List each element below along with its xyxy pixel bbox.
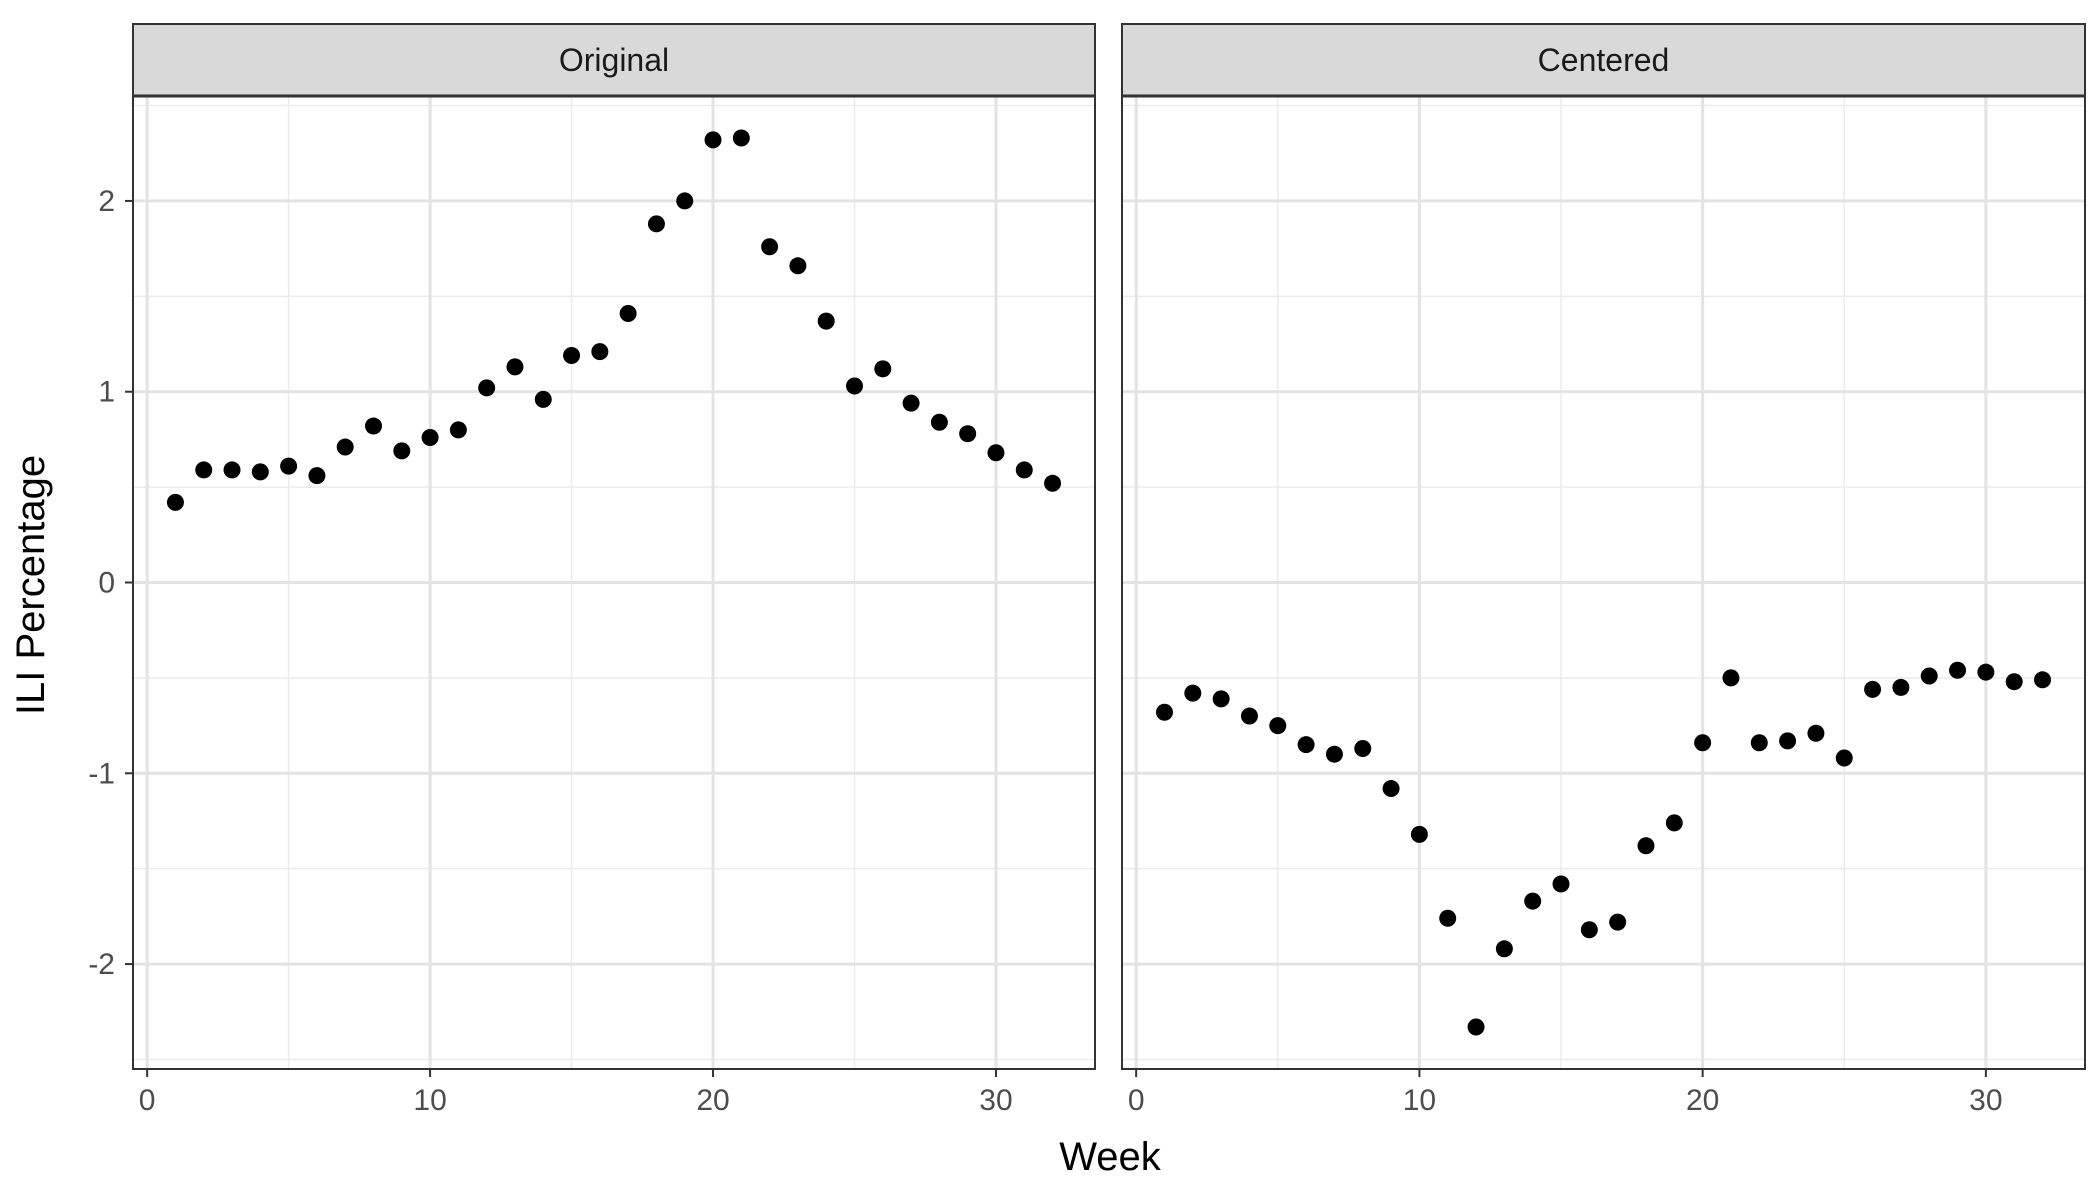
data-point bbox=[1240, 707, 1258, 725]
strip-label: Original bbox=[559, 42, 669, 78]
data-point bbox=[1155, 703, 1173, 721]
data-point bbox=[789, 257, 807, 275]
data-point bbox=[1382, 780, 1400, 798]
data-point bbox=[1722, 669, 1740, 687]
x-tick-label: 30 bbox=[1969, 1084, 2002, 1117]
data-point bbox=[987, 444, 1005, 462]
data-point bbox=[1467, 1018, 1485, 1036]
data-point bbox=[393, 442, 411, 460]
y-tick-label: 1 bbox=[98, 376, 115, 409]
y-tick-label: 2 bbox=[98, 185, 115, 218]
data-point bbox=[1044, 474, 1062, 492]
data-point bbox=[1212, 690, 1230, 708]
data-point bbox=[195, 461, 213, 479]
data-point bbox=[166, 493, 184, 511]
data-point bbox=[902, 394, 920, 412]
data-point bbox=[280, 457, 298, 475]
data-point bbox=[1637, 837, 1655, 855]
data-point bbox=[874, 360, 892, 378]
data-point bbox=[1750, 734, 1768, 752]
panel-centered: Centered 0 10 20 30 bbox=[1121, 23, 2086, 1117]
x-tick-label: 10 bbox=[413, 1084, 446, 1117]
data-point bbox=[2034, 671, 2052, 689]
x-tick-label: 10 bbox=[1403, 1084, 1436, 1117]
data-point bbox=[676, 192, 694, 210]
data-point bbox=[478, 379, 496, 397]
data-point bbox=[534, 390, 552, 408]
data-point bbox=[846, 377, 863, 395]
data-point bbox=[1779, 732, 1797, 750]
data-point bbox=[336, 438, 354, 456]
data-point bbox=[1949, 661, 1967, 679]
data-point bbox=[251, 463, 269, 481]
strip-background bbox=[132, 23, 1096, 97]
data-point bbox=[365, 417, 382, 435]
y-tick-label: 0 bbox=[98, 567, 115, 600]
data-point bbox=[2005, 673, 2023, 691]
data-point bbox=[421, 429, 439, 447]
data-point bbox=[1495, 940, 1513, 958]
data-point bbox=[959, 425, 977, 443]
data-point bbox=[761, 238, 779, 256]
x-tick-label: 20 bbox=[1686, 1084, 1719, 1117]
panel-original: Original 0 10 20 30 -2 -1 0 1 2 bbox=[88, 23, 1096, 1117]
data-point bbox=[1835, 749, 1853, 767]
data-point bbox=[449, 421, 467, 439]
data-point bbox=[563, 346, 581, 364]
data-point bbox=[1694, 734, 1712, 752]
data-point bbox=[1807, 724, 1825, 742]
data-point bbox=[704, 131, 722, 149]
data-point bbox=[1297, 736, 1315, 754]
x-tick-label: 30 bbox=[979, 1084, 1012, 1117]
data-point bbox=[1580, 921, 1598, 939]
data-point bbox=[1439, 909, 1457, 927]
data-point bbox=[1325, 745, 1343, 763]
data-point bbox=[1410, 825, 1428, 843]
data-point bbox=[308, 467, 326, 485]
data-point bbox=[1015, 461, 1033, 479]
data-point bbox=[1977, 663, 1995, 681]
data-point bbox=[591, 343, 609, 361]
data-point bbox=[1552, 875, 1570, 893]
data-point bbox=[1665, 814, 1683, 832]
data-point bbox=[1892, 678, 1910, 696]
chart-panels: Original 0 10 20 30 -2 -1 0 1 2 Centered 0 10 20 30 bbox=[88, 23, 2086, 1117]
data-point bbox=[1184, 684, 1202, 702]
x-tick-label: 0 bbox=[139, 1084, 156, 1117]
data-point bbox=[817, 312, 835, 330]
data-point bbox=[1354, 739, 1372, 757]
y-axis-title: ILI Percentage bbox=[9, 455, 53, 715]
data-point bbox=[619, 304, 637, 322]
data-point bbox=[1920, 667, 1938, 685]
data-point bbox=[1864, 680, 1882, 698]
x-tick-label: 0 bbox=[1128, 1084, 1145, 1117]
data-point bbox=[930, 413, 948, 431]
data-point bbox=[506, 358, 524, 376]
data-point bbox=[1269, 717, 1287, 735]
data-point bbox=[647, 215, 665, 233]
y-tick-label: -2 bbox=[88, 948, 115, 981]
data-point bbox=[1609, 913, 1627, 931]
x-axis-title: Week bbox=[1059, 1135, 1162, 1179]
data-point bbox=[1524, 892, 1542, 910]
data-point bbox=[732, 129, 750, 147]
y-tick-label: -1 bbox=[88, 757, 115, 790]
x-tick-label: 20 bbox=[696, 1084, 729, 1117]
strip-background bbox=[1121, 23, 2086, 97]
strip-label: Centered bbox=[1538, 42, 1670, 78]
data-point bbox=[223, 461, 241, 479]
